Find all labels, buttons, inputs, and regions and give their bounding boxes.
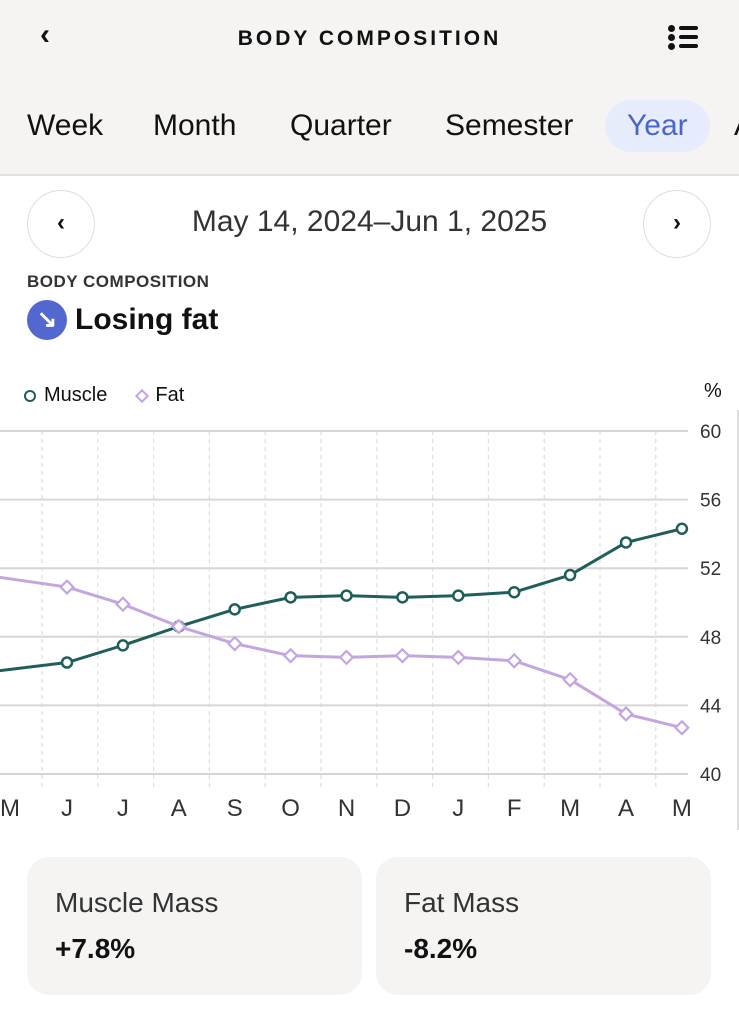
page-title: BODY COMPOSITION: [237, 27, 502, 50]
y-tick-label: 48: [700, 628, 721, 649]
x-tick-label: M: [0, 795, 20, 822]
fat-data-point: [450, 649, 467, 666]
fat-data-point: [618, 706, 634, 722]
card-value: -8.2%: [404, 933, 478, 964]
x-tick-label: J: [117, 795, 129, 822]
x-tick-label: S: [227, 795, 243, 822]
tab-all[interactable]: A: [712, 100, 739, 152]
y-tick-label: 44: [700, 696, 722, 717]
trend-label: Losing fat: [75, 303, 219, 336]
x-tick-label: A: [618, 795, 634, 822]
muscle-data-point: [507, 585, 521, 599]
fat-data-point: [562, 671, 579, 688]
date-range: May 14, 2024–Jun 1, 2025: [191, 205, 548, 238]
card-label: Muscle Mass: [55, 887, 219, 918]
arrow-down-right-icon: ↘: [27, 300, 67, 340]
body-composition-chart: 40 44 48 52 56 60 M J J A S O N D J F M A M: [0, 410, 739, 830]
y-tick-label: 40: [700, 765, 721, 786]
back-button[interactable]: ‹: [40, 18, 50, 51]
next-period-button[interactable]: ›: [643, 190, 711, 258]
fat-data-point: [170, 618, 187, 635]
tab-week[interactable]: Week: [27, 109, 104, 142]
y-tick-label: 56: [700, 491, 721, 512]
trend-status: ↘ Losing fat: [27, 300, 218, 340]
x-tick-label: J: [61, 795, 73, 822]
header: ‹ BODY COMPOSITION Week Month Quarter Se…: [0, 0, 739, 176]
tab-month[interactable]: Month: [153, 109, 237, 142]
x-tick-label: D: [394, 795, 411, 822]
list-icon[interactable]: [668, 24, 700, 52]
card-label: Fat Mass: [404, 887, 520, 918]
legend-muscle: Muscle: [44, 384, 108, 406]
muscle-legend-marker: [24, 389, 36, 402]
chart-legend: Muscle Fat: [24, 384, 184, 407]
muscle-data-point: [60, 656, 74, 669]
muscle-data-point: [396, 591, 409, 604]
fat-data-point: [114, 596, 131, 613]
x-tick-label: N: [338, 795, 355, 822]
y-tick-label: 52: [700, 559, 721, 580]
x-tick-label: M: [560, 795, 580, 822]
muscle-data-point: [619, 536, 633, 549]
fat-legend-marker: [135, 388, 150, 403]
y-axis-unit: %: [704, 380, 722, 402]
x-tick-label: M: [672, 795, 692, 822]
muscle-data-point: [452, 589, 465, 602]
muscle-data-point: [228, 603, 241, 616]
previous-period-button[interactable]: ‹: [27, 190, 95, 258]
tab-semester[interactable]: Semester: [445, 109, 574, 142]
fat-data-point: [282, 647, 299, 664]
x-tick-label: O: [281, 795, 300, 822]
card-value: +7.8%: [55, 933, 136, 964]
muscle-data-point: [563, 568, 577, 582]
tab-year[interactable]: Year: [605, 100, 710, 152]
fat-data-point: [673, 719, 690, 736]
muscle-data-point: [675, 522, 689, 536]
fat-mass-card[interactable]: Fat Mass -8.2%: [376, 857, 711, 995]
section-label: BODY COMPOSITION: [27, 272, 210, 291]
x-tick-label: J: [452, 795, 464, 822]
y-tick-label: 60: [700, 422, 721, 443]
x-tick-label: F: [507, 795, 522, 822]
fat-data-point: [338, 649, 355, 666]
fat-data-point: [226, 635, 243, 652]
muscle-data-point: [116, 639, 130, 652]
fat-data-point: [394, 647, 411, 664]
muscle-data-point: [340, 589, 353, 602]
muscle-mass-card[interactable]: Muscle Mass +7.8%: [27, 857, 362, 995]
fat-data-point: [59, 579, 75, 595]
muscle-line: [0, 527, 683, 673]
tab-quarter[interactable]: Quarter: [290, 109, 392, 142]
legend-fat: Fat: [155, 384, 185, 406]
x-tick-label: A: [171, 795, 187, 822]
fat-data-point: [506, 652, 523, 669]
muscle-data-point: [284, 591, 297, 604]
